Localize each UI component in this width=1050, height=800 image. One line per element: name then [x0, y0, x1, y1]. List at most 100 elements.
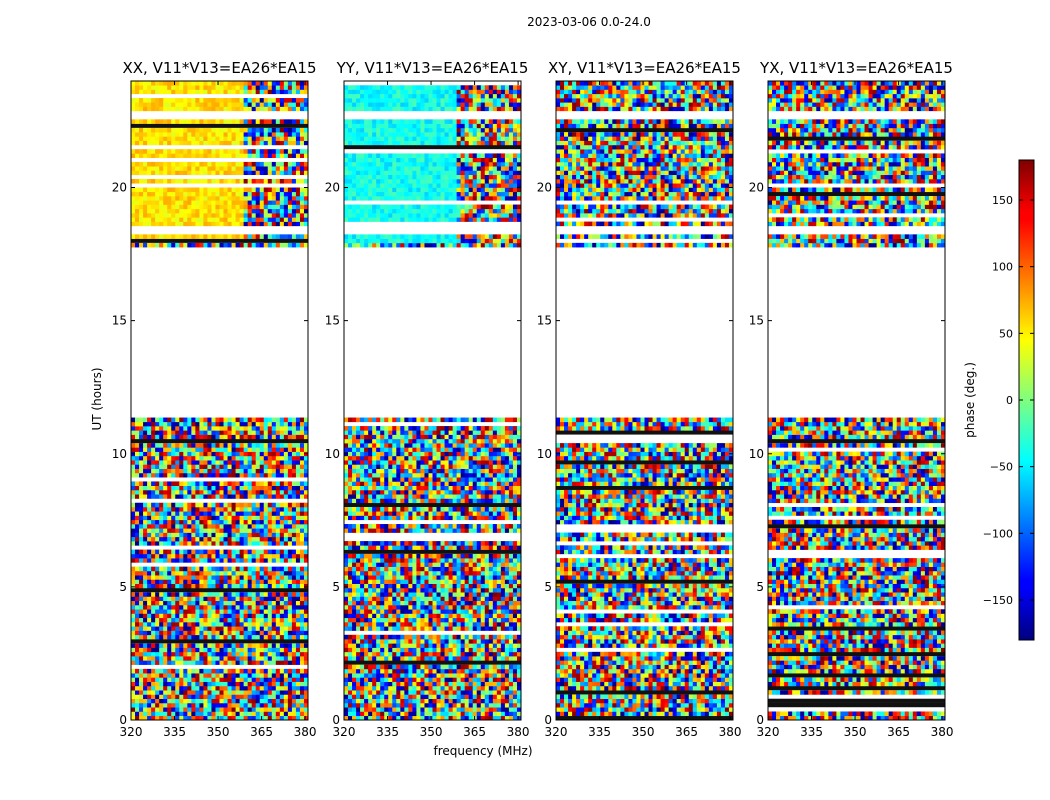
phase-cell: [279, 178, 285, 184]
phase-cell: [223, 81, 228, 86]
phase-cell: [251, 579, 257, 584]
phase-cell: [299, 570, 305, 576]
phase-cell: [207, 630, 212, 636]
phase-cell: [299, 191, 305, 197]
phase-cell: [159, 149, 164, 154]
phase-cell: [135, 668, 140, 674]
phase-cell: [227, 583, 232, 589]
phase-cell: [223, 217, 228, 222]
phase-cell: [259, 570, 265, 576]
phase-cell: [283, 643, 289, 648]
phase-cell: [159, 690, 164, 695]
phase-cell: [179, 600, 184, 606]
phase-cell: [396, 664, 401, 670]
phase-cell: [191, 651, 196, 657]
phase-cell: [251, 85, 257, 90]
phase-cell: [195, 634, 200, 640]
phase-cell: [352, 711, 357, 717]
phase-cell: [179, 430, 184, 435]
phase-cell: [464, 694, 470, 699]
phase-cell: [380, 690, 385, 695]
phase-cell: [219, 485, 224, 491]
phase-cell: [279, 460, 285, 465]
phase-cell: [187, 481, 192, 486]
phase-cell: [239, 430, 245, 435]
phase-cell: [356, 617, 361, 623]
phase-cell: [356, 694, 361, 699]
phase-cell: [207, 430, 212, 435]
phase-cell: [143, 89, 148, 95]
phase-cell: [191, 430, 196, 435]
phase-cell: [219, 630, 224, 636]
phase-cell: [299, 711, 305, 717]
phase-cell: [287, 553, 293, 559]
phase-cell: [171, 630, 176, 636]
phase-cell: [167, 613, 172, 619]
phase-cell: [163, 464, 168, 469]
phase-cell: [147, 481, 152, 486]
phase-cell: [283, 524, 289, 529]
phase-cell: [215, 511, 220, 516]
phase-cell: [372, 711, 377, 717]
phase-cell: [215, 234, 220, 239]
phase-cell: [215, 617, 220, 623]
phase-cell: [287, 702, 293, 708]
phase-cell: [283, 140, 289, 146]
phase-cell: [175, 132, 180, 137]
phase-cell: [211, 656, 216, 661]
phase-cell: [492, 622, 498, 627]
phase-cell: [183, 149, 188, 154]
phase-cell: [175, 170, 180, 176]
phase-cell: [247, 579, 253, 584]
phase-cell: [303, 149, 309, 154]
phase-cell: [159, 136, 164, 141]
phase-cell: [287, 541, 293, 546]
phase-cell: [464, 664, 470, 670]
phase-cell: [287, 681, 293, 687]
phase-cell: [512, 639, 518, 644]
phase-cell: [243, 685, 249, 691]
phase-cell: [243, 583, 249, 589]
phase-cell: [215, 421, 220, 427]
phase-cell: [368, 715, 373, 721]
phase-cell: [219, 208, 224, 214]
phase-cell: [159, 613, 164, 619]
phase-cell: [183, 553, 188, 559]
phase-cell: [179, 221, 184, 227]
phase-cell: [380, 664, 385, 670]
phase-cell: [243, 566, 249, 572]
phase-cell: [139, 472, 144, 478]
phase-cell: [448, 647, 454, 653]
phase-cell: [247, 200, 253, 205]
phase-cell: [295, 451, 301, 457]
phase-cell: [291, 536, 297, 542]
phase-cell: [235, 200, 241, 205]
phase-cell: [219, 178, 224, 184]
phase-cell: [227, 434, 232, 440]
phase-cell: [231, 89, 236, 95]
phase-cell: [151, 485, 156, 491]
phase-cell: [275, 707, 281, 712]
phase-cell: [231, 528, 236, 533]
phase-cell: [432, 711, 437, 717]
phase-cell: [275, 447, 281, 452]
phase-cell: [279, 421, 285, 427]
phase-cell: [147, 690, 152, 695]
phase-cell: [275, 132, 281, 137]
phase-cell: [251, 558, 257, 563]
y-tick-label: 10: [112, 447, 127, 461]
phase-cell: [195, 643, 200, 648]
phase-cell: [424, 651, 429, 657]
phase-cell: [372, 673, 377, 678]
phase-cell: [139, 455, 144, 461]
phase-cell: [263, 417, 269, 423]
phase-cell: [231, 558, 236, 563]
phase-cell: [139, 98, 144, 103]
phase-cell: [211, 221, 216, 227]
phase-cell: [416, 694, 421, 699]
phase-cell: [287, 507, 293, 512]
phase-cell: [167, 426, 172, 431]
phase-cell: [404, 664, 409, 670]
phase-cell: [203, 502, 208, 508]
phase-cell: [247, 519, 253, 525]
